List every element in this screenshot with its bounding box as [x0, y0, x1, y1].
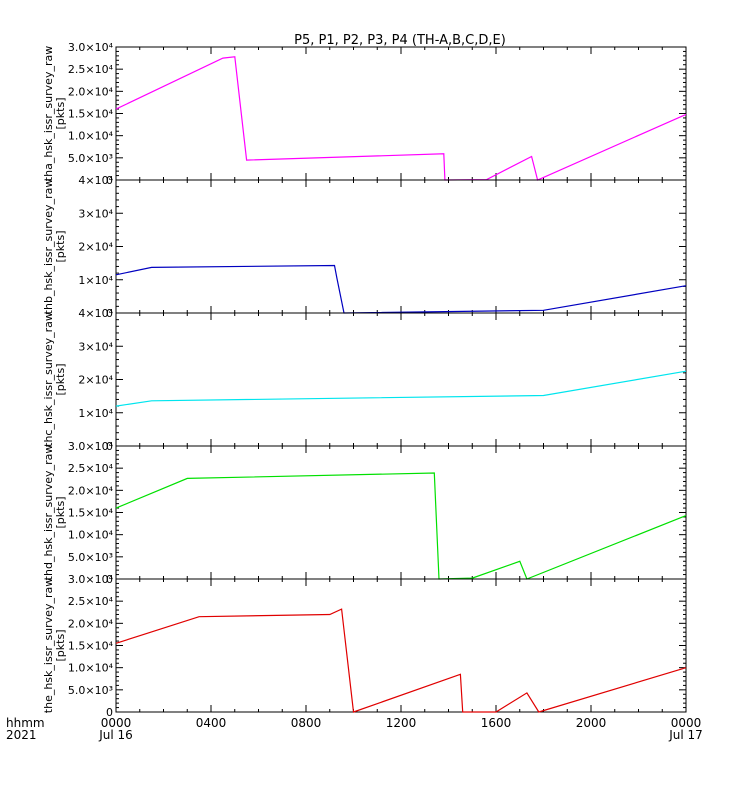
y-tick-label: 0 — [106, 573, 113, 586]
panel-4: 0 5.0×10³ 1.0×10⁴ 1.5×10⁴ 2.0×10⁴ 2.5×10⁴ 3.0×… — [42, 440, 687, 586]
series-line — [115, 472, 687, 580]
x-tick-label: 0000 — [101, 716, 132, 730]
y-tick-label: 3.0×10⁴ — [68, 41, 114, 54]
y-tick-label: 3.0×10⁴ — [68, 440, 114, 453]
y-axis-unit: [pkts] — [54, 497, 67, 529]
y-tick-label: 1.0×10⁴ — [68, 130, 114, 143]
x-tick-label: 2000 — [576, 716, 607, 730]
x-tick-label: 1600 — [481, 716, 512, 730]
x-tick-label: 0400 — [196, 716, 227, 730]
y-tick-label: 1×10⁴ — [78, 274, 113, 287]
y-axis-unit: [pkts] — [54, 231, 67, 263]
y-tick-label: 1.5×10⁴ — [68, 640, 114, 653]
y-tick-label: 2.5×10⁴ — [68, 63, 114, 76]
panel-frame — [115, 179, 687, 314]
y-tick-label: 4×10⁴ — [78, 174, 113, 187]
y-tick-label: 2.0×10⁴ — [68, 85, 114, 98]
x-tick-date: Jul 17 — [668, 728, 703, 742]
series-line — [115, 264, 687, 314]
y-tick-label: 2×10⁴ — [78, 374, 113, 387]
y-tick-label: 3.0×10⁴ — [68, 573, 114, 586]
y-tick-label: 3×10⁴ — [78, 340, 113, 353]
y-axis-unit: [pkts] — [54, 630, 67, 662]
y-axis-title: thd_hsk_issr_survey_raw — [42, 445, 55, 581]
panel-frame — [115, 312, 687, 447]
panel-5: 0 5.0×10³ 1.0×10⁴ 1.5×10⁴ 2.0×10⁴ 2.5×10⁴ 3.0×… — [42, 573, 687, 719]
panel-2: 0 1×10⁴ 2×10⁴ 3×10⁴ 4×10⁴ thb_hsk_issr_survey… — [42, 174, 687, 320]
time-axis-year-label: 2021 — [6, 728, 37, 742]
y-tick-label: 2.5×10⁴ — [68, 595, 114, 608]
x-tick-label: 0800 — [291, 716, 322, 730]
x-tick-label: 0000 — [671, 716, 702, 730]
y-tick-label: 1×10⁴ — [78, 407, 113, 420]
panel-frame — [115, 46, 687, 181]
y-tick-label: 3×10⁴ — [78, 207, 113, 220]
series-line — [115, 608, 687, 713]
y-tick-label: 0 — [106, 706, 113, 719]
y-tick-label: 5.0×10³ — [68, 152, 113, 165]
y-tick-label: 1.0×10⁴ — [68, 662, 114, 675]
chart-title: P5, P1, P2, P3, P4 (TH-A,B,C,D,E) — [294, 33, 506, 48]
x-tick-label: 1200 — [386, 716, 417, 730]
y-tick-label: 4×10⁴ — [78, 307, 113, 320]
time-axis-row-label: hhmm — [6, 716, 45, 730]
y-tick-label: 2.0×10⁴ — [68, 617, 114, 630]
panel-frame — [115, 578, 687, 713]
y-axis-unit: [pkts] — [54, 364, 67, 396]
panel-3: 0 1×10⁴ 2×10⁴ 3×10⁴ 4×10⁴ thc_hsk_issr_survey… — [42, 307, 687, 453]
y-tick-label: 0 — [106, 307, 113, 320]
y-tick-label: 5.0×10³ — [68, 684, 113, 697]
panels-group: 0 5.0×10³ 1.0×10⁴ 1.5×10⁴ 2.0×10⁴ 2.5×10⁴ 3.0×… — [42, 41, 687, 719]
panel-1: 0 5.0×10³ 1.0×10⁴ 1.5×10⁴ 2.0×10⁴ 2.5×10⁴ 3.0×… — [42, 41, 687, 187]
y-tick-label: 1.5×10⁴ — [68, 108, 114, 121]
y-tick-label: 2.5×10⁴ — [68, 462, 114, 475]
y-tick-label: 1.5×10⁴ — [68, 507, 114, 520]
series-line — [115, 370, 687, 407]
y-axis-title: tha_hsk_issr_survey_raw — [42, 46, 55, 181]
y-axis-unit: [pkts] — [54, 98, 67, 130]
y-axis-title: thb_hsk_issr_survey_raw — [42, 179, 55, 315]
y-axis-title: thc_hsk_issr_survey_raw — [42, 312, 55, 447]
y-tick-label: 2×10⁴ — [78, 241, 113, 254]
y-tick-label: 0 — [106, 440, 113, 453]
y-tick-label: 5.0×10³ — [68, 551, 113, 564]
panel-frame — [115, 445, 687, 580]
y-tick-label: 2.0×10⁴ — [68, 484, 114, 497]
y-tick-label: 0 — [106, 174, 113, 187]
y-tick-label: 1.0×10⁴ — [68, 529, 114, 542]
series-line — [115, 56, 687, 181]
y-axis-title: the_hsk_issr_survey_raw — [42, 578, 55, 713]
x-tick-date: Jul 16 — [98, 728, 133, 742]
